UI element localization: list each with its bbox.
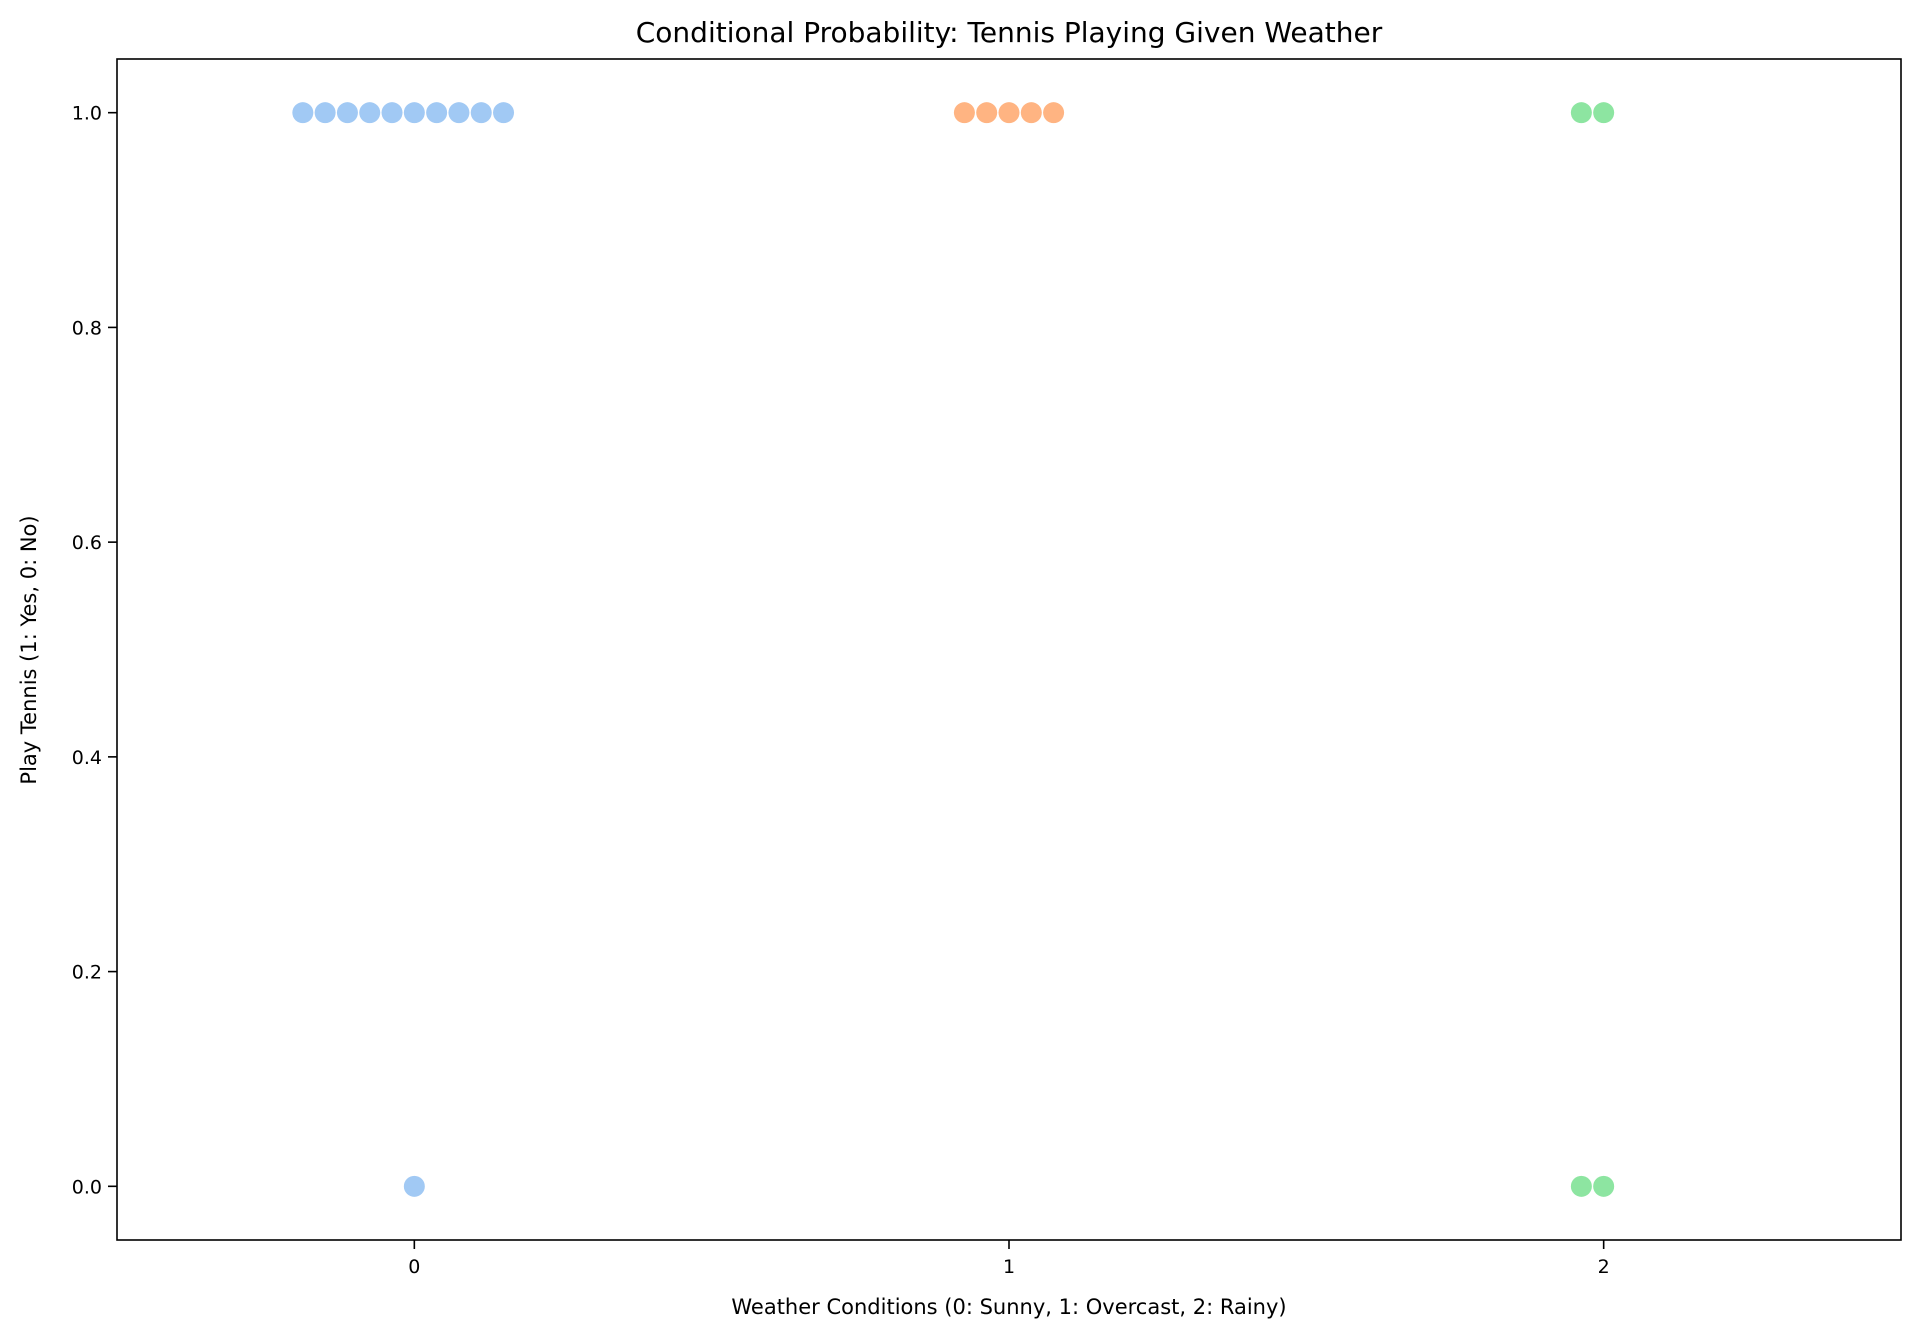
y-tick-label: 0.8 (72, 317, 102, 339)
data-point (1020, 102, 1042, 124)
y-tick-label: 0.6 (72, 532, 102, 554)
data-point (470, 102, 492, 124)
data-point (998, 102, 1020, 124)
data-point (1593, 102, 1615, 124)
data-point (976, 102, 998, 124)
y-tick-label: 0.0 (72, 1176, 102, 1198)
data-point (1570, 1175, 1592, 1197)
data-point (426, 102, 448, 124)
chart-title: Conditional Probability: Tennis Playing … (636, 16, 1383, 49)
y-axis-ticks: 0.0 0.2 0.4 0.6 0.8 1.0 (72, 103, 117, 1198)
x-axis-ticks: 0 1 2 (408, 1240, 1610, 1278)
data-point (493, 102, 515, 124)
data-point (292, 102, 314, 124)
data-point (403, 102, 425, 124)
x-axis-title: Weather Conditions (0: Sunny, 1: Overcas… (731, 1295, 1286, 1319)
y-tick-label: 0.2 (72, 962, 102, 984)
plot-frame (116, 58, 1902, 1241)
data-point (1570, 102, 1592, 124)
data-point (336, 102, 358, 124)
y-tick-label: 1.0 (72, 103, 102, 125)
data-point (403, 1175, 425, 1197)
data-point (359, 102, 381, 124)
y-axis-title: Play Tennis (1: Yes, 0: No) (17, 515, 41, 784)
data-point (1593, 1175, 1615, 1197)
data-point (381, 102, 403, 124)
data-point (314, 102, 336, 124)
x-tick-label: 0 (408, 1256, 420, 1278)
data-point (953, 102, 975, 124)
data-points (292, 102, 1615, 1197)
x-tick-label: 2 (1598, 1256, 1610, 1278)
y-tick-label: 0.4 (72, 747, 102, 769)
data-point (448, 102, 470, 124)
data-point (1043, 102, 1065, 124)
x-tick-label: 1 (1003, 1256, 1015, 1278)
